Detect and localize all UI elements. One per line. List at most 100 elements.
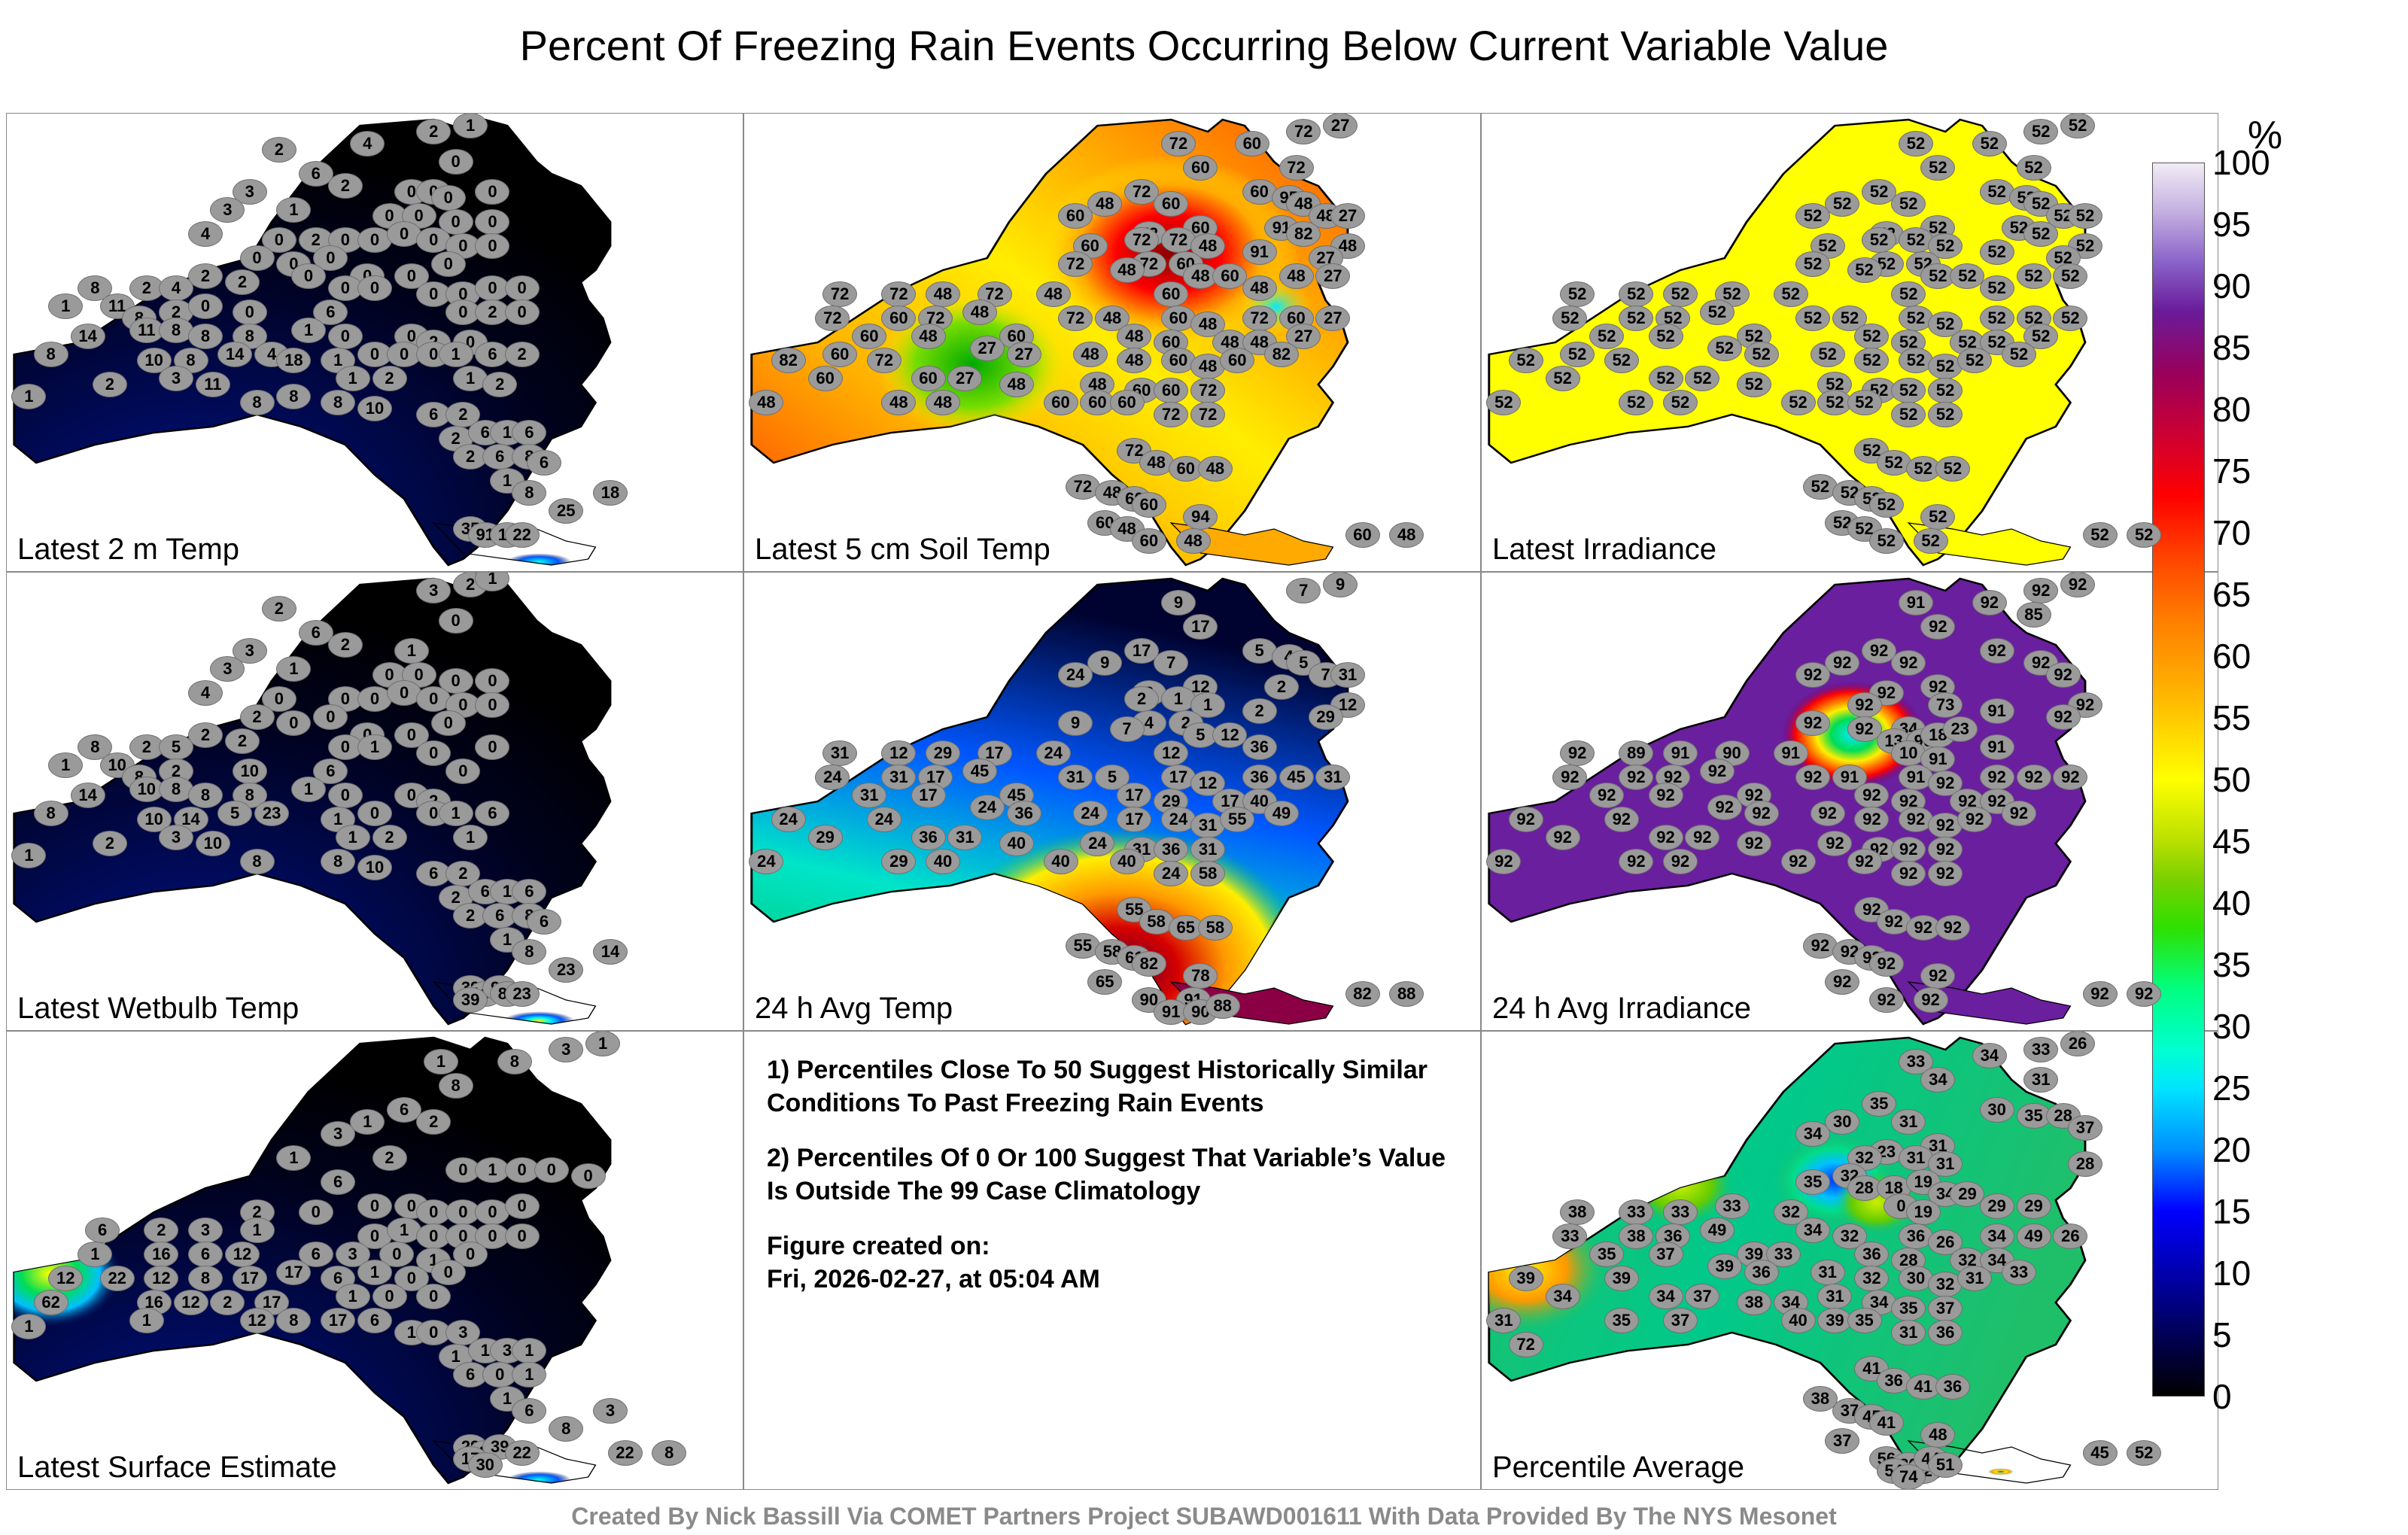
station-marker: 92: [1914, 987, 1948, 1013]
station-marker: 52: [1685, 366, 1719, 391]
station-marker: 0: [431, 185, 466, 211]
station-marker: 1: [240, 1217, 275, 1243]
station-marker: 0: [276, 710, 311, 736]
station-marker: 7: [1154, 650, 1188, 676]
station-marker: 92: [1825, 969, 1859, 995]
station-marker: 0: [233, 299, 267, 325]
station-marker: 34: [1972, 1043, 2007, 1068]
station-marker: 0: [571, 1163, 606, 1189]
station-marker: 29: [881, 849, 916, 874]
station-marker: 52: [2023, 119, 2058, 144]
station-marker: 73: [1928, 692, 1963, 718]
station-marker: 51: [1928, 1452, 1963, 1478]
station-marker: 2: [188, 722, 223, 748]
station-marker: 48: [1920, 1422, 1955, 1448]
station-marker: 92: [1795, 662, 1830, 688]
station-marker: 92: [1604, 807, 1639, 832]
station-marker: 34: [1795, 1217, 1830, 1243]
station-marker: 45: [962, 758, 997, 784]
station-marker: 72: [1154, 402, 1188, 427]
station-marker: 1: [394, 638, 429, 664]
station-marker: 72: [815, 305, 850, 331]
station-marker: 92: [2017, 764, 2051, 790]
station-marker: 12: [881, 740, 916, 766]
station-marker: 49: [1700, 1217, 1735, 1243]
station-marker: 7: [1110, 716, 1145, 742]
station-marker: 1: [129, 1308, 164, 1333]
colorbar-tick-25: 25: [2212, 1068, 2251, 1108]
station-marker: 1: [11, 384, 46, 409]
station-marker: 4: [159, 275, 193, 301]
station-marker: 92: [1891, 837, 1926, 862]
station-marker: 31: [1817, 1284, 1852, 1309]
station-marker: 72: [1058, 251, 1093, 277]
station-marker: 23: [549, 957, 583, 983]
station-marker: 0: [328, 783, 363, 808]
station-marker: 52: [1619, 390, 1653, 415]
station-marker: 14: [71, 783, 105, 808]
station-marker: 60: [1154, 378, 1188, 403]
station-marker: 52: [2127, 1440, 2161, 1466]
station-marker: 5: [217, 801, 252, 826]
station-marker: 52: [1700, 299, 1735, 325]
station-marker: 72: [1509, 1332, 1543, 1357]
station-marker: 2: [482, 372, 517, 397]
station-marker: 92: [1619, 849, 1653, 874]
station-marker: 0: [357, 275, 392, 301]
station-marker: 35: [1891, 1296, 1926, 1321]
colorbar-tick-60: 60: [2212, 636, 2251, 676]
station-marker: 12: [225, 1242, 260, 1267]
station-marker: 8: [34, 801, 68, 826]
station-marker: 72: [867, 348, 901, 373]
station-marker: 8: [512, 480, 546, 506]
station-marker: 48: [926, 390, 960, 415]
station-marker: 48: [881, 390, 916, 415]
station-marker: 60: [1235, 131, 1269, 157]
station-marker: 0: [416, 740, 451, 766]
station-marker: 52: [1552, 305, 1587, 331]
station-marker: 52: [1891, 281, 1926, 307]
station-marker: 8: [321, 390, 355, 415]
station-marker: 1: [350, 1109, 385, 1135]
station-marker: 36: [1935, 1374, 1970, 1400]
station-marker: 82: [1132, 951, 1166, 977]
station-marker: 0: [505, 1193, 540, 1219]
panel-label: Latest Wetbulb Temp: [17, 992, 299, 1026]
station-marker: 1: [453, 825, 488, 850]
station-marker: 62: [34, 1290, 68, 1315]
panel-notes-text: 1) Percentiles Close To 50 Suggest Histo…: [743, 1031, 1481, 1490]
station-marker: 60: [852, 324, 886, 349]
station-marker: 52: [1663, 281, 1698, 307]
station-marker: 8: [276, 1308, 311, 1333]
station-marker: 92: [1980, 764, 2014, 790]
station-marker: 6: [512, 420, 546, 445]
station-marker: 92: [1737, 831, 1771, 856]
station-marker: 48: [1036, 281, 1071, 307]
station-marker: 52: [1869, 528, 1904, 554]
station-marker: 31: [2023, 1067, 2058, 1093]
station-marker: 35: [1795, 1169, 1830, 1195]
station-marker: 31: [1315, 764, 1350, 790]
station-marker: 52: [1737, 372, 1771, 397]
station-marker: 60: [1110, 390, 1145, 415]
station-marker: 8: [321, 849, 355, 874]
station-marker: 52: [1847, 390, 1882, 415]
station-marker: 52: [1891, 402, 1926, 427]
station-marker: 17: [1183, 614, 1218, 640]
station-marker: 92: [1795, 764, 1830, 790]
station-marker: 72: [822, 281, 857, 307]
colorbar-tick-80: 80: [2212, 389, 2251, 430]
station-marker: 52: [1928, 402, 1963, 427]
station-marker: 39: [1707, 1254, 1742, 1279]
station-marker: 92: [1509, 807, 1543, 832]
panel-percentile-average: 33 34 33 26 34 31 35 30 31 30 35 28 37 34 31 23 32 32 31 31…: [1481, 1031, 2218, 1490]
station-marker: 52: [1781, 390, 1816, 415]
station-marker: 65: [1087, 969, 1122, 995]
station-marker: 27: [1007, 342, 1041, 367]
station-marker: 33: [1619, 1199, 1653, 1225]
station-marker: 25: [549, 498, 583, 524]
station-marker: 40: [1110, 849, 1145, 874]
station-marker: 0: [534, 1157, 569, 1183]
station-marker: 1: [512, 1362, 546, 1388]
station-marker: 52: [1619, 281, 1653, 307]
